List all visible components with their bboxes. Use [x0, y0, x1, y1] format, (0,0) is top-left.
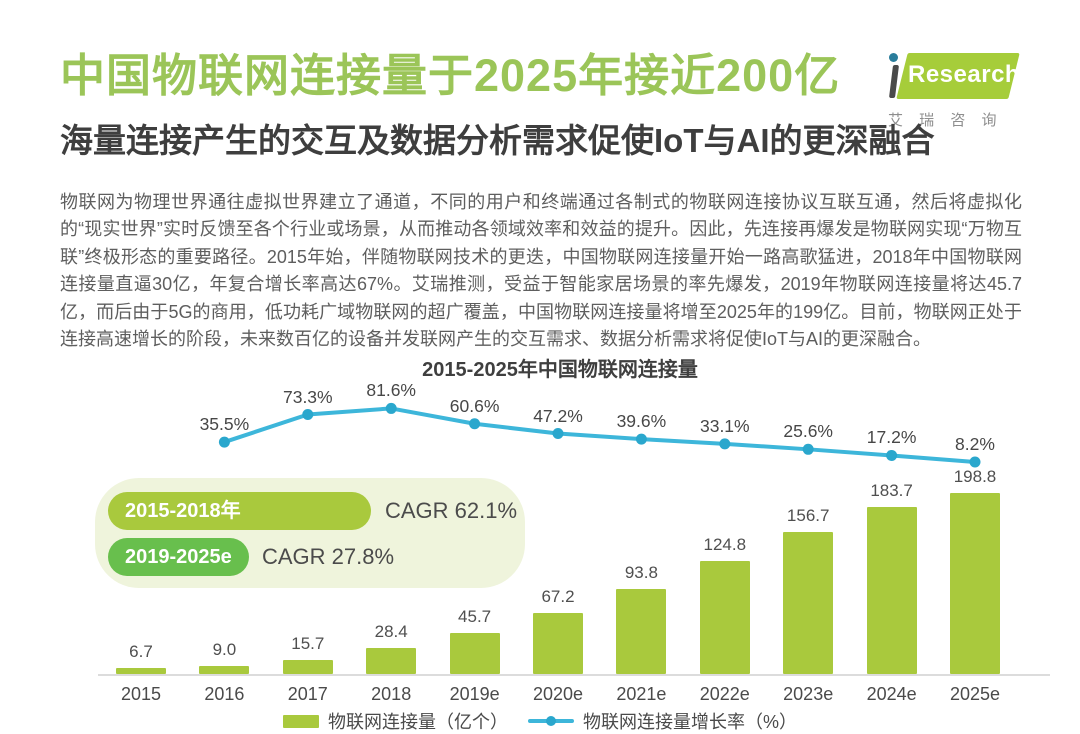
bar-2024e	[866, 507, 917, 674]
line-point	[886, 449, 898, 461]
x-axis-label-2022e: 2022e	[699, 684, 750, 704]
page-subtitle: 海量连接产生的交互及数据分析需求促使IoT与AI的更深融合	[60, 122, 935, 159]
cagr-period-1-badge: 2015-2018年	[108, 492, 371, 530]
cagr-value-2: CAGR 27.8%	[262, 544, 395, 569]
bar-value-label-2025e: 198.8	[953, 467, 997, 486]
line-value-label-2024e: 17.2%	[866, 427, 917, 448]
cagr-callout: 2015-2018年 CAGR 62.1% 2019-2025e CAGR 27…	[95, 478, 525, 588]
logo-chinese-name: 艾 瑞 咨 询	[888, 112, 997, 129]
chart-title: 2015-2025年中国物联网连接量	[422, 359, 698, 381]
legend-line-label: 物联网连接量增长率（%）	[582, 712, 797, 732]
x-axis-label-2017: 2017	[287, 684, 328, 704]
legend-item-bar-series: 物联网连接量（亿个）	[282, 708, 508, 734]
chart-legend: 物联网连接量（亿个） 物联网连接量增长率（%）	[0, 708, 1080, 734]
page-title: 中国物联网连接量于2025年接近200亿	[60, 50, 841, 101]
line-point	[385, 402, 397, 414]
bar-2025e	[950, 493, 1000, 674]
line-value-label-2021e: 39.6%	[616, 411, 667, 432]
bar-series-swatch-icon	[282, 714, 319, 728]
line-value-label-2022e: 33.1%	[699, 415, 750, 436]
bar-value-label-2018: 28.4	[374, 622, 408, 641]
x-axis-label-2024e: 2024e	[866, 684, 917, 704]
line-series-swatch-icon	[527, 716, 574, 726]
line-value-label-2020e: 47.2%	[533, 405, 583, 426]
x-axis-label-2020e: 2020e	[532, 684, 584, 704]
legend-item-line-series: 物联网连接量增长率（%）	[527, 708, 797, 734]
bar-2021e	[616, 589, 667, 674]
x-axis-label-2019e: 2019e	[449, 684, 500, 704]
x-axis-label-2016: 2016	[204, 684, 245, 704]
bar-2022e	[699, 561, 750, 674]
line-point	[802, 443, 814, 455]
x-axis-line	[98, 674, 1050, 676]
x-axis-label-2018: 2018	[371, 684, 412, 704]
bar-value-label-2023e: 156.7	[786, 506, 830, 525]
logo-brand-text: Research	[908, 61, 1021, 88]
line-value-label-2017: 73.3%	[282, 386, 333, 407]
bar-2017	[282, 660, 333, 674]
line-value-label-2019e: 60.6%	[449, 395, 500, 416]
bar-value-label-2021e: 93.8	[624, 563, 658, 582]
bar-2016	[199, 666, 250, 674]
x-axis-label-2023e: 2023e	[783, 684, 834, 704]
x-axis-label-2021e: 2021e	[616, 684, 667, 704]
cagr-value-1: CAGR 62.1%	[385, 498, 518, 523]
legend-bar-label: 物联网连接量（亿个）	[327, 712, 508, 732]
growth-line	[222, 406, 977, 465]
bar-value-label-2015: 6.7	[129, 642, 153, 661]
line-point	[635, 433, 647, 445]
line-value-label-2018: 81.6%	[366, 380, 416, 401]
line-point	[719, 438, 731, 450]
iresearch-logo-mark: Research	[886, 50, 1024, 102]
bar-value-label-2024e: 183.7	[870, 481, 913, 500]
x-axis-label-2025e: 2025e	[949, 684, 1001, 704]
line-point	[218, 436, 230, 448]
bar-value-label-2020e: 67.2	[541, 587, 575, 606]
bar-2019e	[449, 633, 500, 674]
bar-value-label-2016: 9.0	[212, 640, 237, 659]
x-axis-label-2015: 2015	[120, 684, 162, 704]
line-value-label-2016: 35.5%	[199, 414, 250, 435]
line-point	[302, 408, 314, 420]
logo-i-dot-icon	[889, 53, 898, 62]
bar-value-label-2022e: 124.8	[703, 535, 747, 554]
bar-2018	[366, 648, 417, 674]
iresearch-logo: Research 艾 瑞 咨 询	[886, 50, 1024, 129]
cagr-period-2-badge: 2019-2025e	[108, 538, 249, 576]
intro-paragraph: 物联网为物理世界通往虚拟世界建立了通道，不同的用户和终端通过各制式的物联网连接协…	[60, 192, 1022, 350]
bar-2015	[116, 668, 166, 674]
line-point	[469, 418, 481, 430]
bar-2023e	[783, 532, 834, 674]
line-point	[552, 428, 564, 440]
iot-connections-chart: 6.7 2015 9.0 2016 15.7 2017 28.4 2018 45.7 2019e 6…	[60, 380, 1060, 734]
growth-line-svg	[218, 402, 981, 468]
bar-2020e	[533, 613, 583, 674]
bar-value-label-2019e: 45.7	[458, 607, 492, 626]
line-value-label-2023e: 25.6%	[783, 421, 833, 442]
line-value-label-2025e: 8.2%	[955, 434, 995, 454]
line-point	[969, 456, 981, 468]
bar-value-label-2017: 15.7	[291, 634, 325, 653]
